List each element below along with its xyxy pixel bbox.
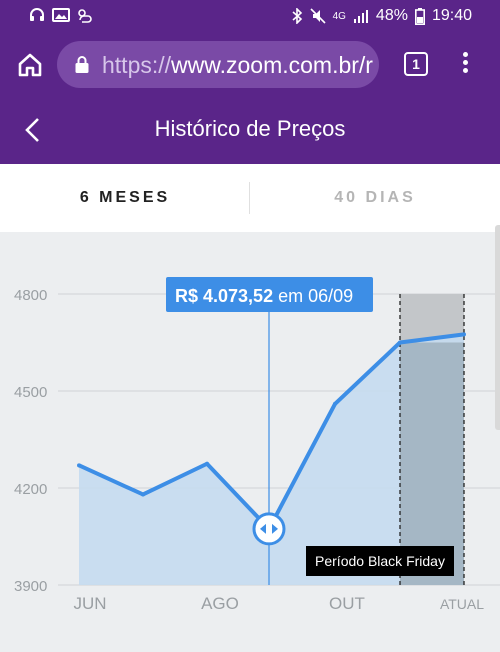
black-friday-area-overlay bbox=[400, 342, 464, 585]
tab-divider bbox=[249, 182, 250, 214]
back-arrow-icon[interactable] bbox=[18, 115, 48, 145]
left-right-arrows-icon bbox=[260, 523, 278, 534]
home-icon[interactable] bbox=[16, 51, 44, 79]
signal-icon bbox=[353, 10, 368, 23]
data-point bbox=[205, 461, 209, 466]
browser-toolbar: https://www.zoom.com.br/r 1 bbox=[0, 33, 500, 97]
price-area-fill bbox=[79, 334, 464, 585]
status-icons-left bbox=[28, 7, 94, 23]
headset-icon bbox=[30, 8, 44, 21]
cloud-icon bbox=[78, 9, 92, 23]
x-tick-label: OUT bbox=[329, 594, 365, 613]
price-chart-area: 3900 4200 4500 4800 R$ 4.073,52 em 06/09 Perí… bbox=[0, 232, 500, 647]
y-tick-label: 4800 bbox=[14, 287, 47, 304]
x-tick-label: ATUAL bbox=[440, 596, 484, 612]
tooltip-text: R$ 4.073,52 em 06/09 bbox=[175, 286, 353, 306]
data-point bbox=[398, 340, 402, 345]
lock-icon bbox=[75, 56, 89, 73]
period-tabs: 6 MESES 40 DIAS bbox=[0, 164, 500, 232]
battery-percent: 48% bbox=[375, 7, 408, 24]
url-text: https://www.zoom.com.br/r bbox=[102, 52, 373, 79]
network-type: 4G bbox=[332, 10, 346, 22]
y-tick-label: 4500 bbox=[14, 384, 47, 401]
url-host: www.zoom.com.br/r bbox=[171, 52, 373, 78]
x-tick-label: JUN bbox=[73, 594, 106, 613]
page-title: Histórico de Preços bbox=[154, 116, 346, 141]
cursor-drag-handle[interactable] bbox=[252, 512, 286, 546]
x-tick-label: AGO bbox=[201, 594, 239, 613]
tooltip-price: R$ 4.073,52 bbox=[175, 286, 273, 306]
black-friday-label: Período Black Friday bbox=[315, 553, 445, 569]
status-icons-right: 4G 48% 19:40 bbox=[291, 7, 472, 25]
tab-6-meses[interactable]: 6 MESES bbox=[79, 189, 171, 206]
tooltip-date: em 06/09 bbox=[273, 286, 353, 306]
url-field[interactable]: https://www.zoom.com.br/r bbox=[57, 41, 379, 88]
price-history-chart[interactable]: 3900 4200 4500 4800 R$ 4.073,52 em 06/09 Perí… bbox=[0, 232, 500, 647]
overflow-menu-icon[interactable] bbox=[455, 49, 475, 81]
battery-icon bbox=[414, 7, 425, 25]
clock: 19:40 bbox=[431, 7, 472, 24]
data-point bbox=[333, 401, 337, 406]
bluetooth-icon bbox=[292, 8, 302, 24]
data-point bbox=[77, 463, 81, 468]
black-friday-label-box bbox=[306, 546, 454, 576]
y-tick-label: 4200 bbox=[14, 481, 47, 498]
scroll-handle[interactable] bbox=[495, 225, 500, 430]
status-bar: 4G 48% 19:40 bbox=[0, 0, 500, 33]
data-point bbox=[462, 332, 466, 337]
tab-40-dias[interactable]: 40 DIAS bbox=[334, 189, 416, 206]
price-tooltip bbox=[166, 277, 373, 312]
app-header: Histórico de Preços bbox=[0, 97, 500, 164]
tab-switcher-button[interactable]: 1 bbox=[404, 52, 428, 76]
image-icon bbox=[52, 8, 70, 22]
data-point bbox=[141, 492, 145, 497]
mute-icon bbox=[310, 8, 326, 24]
y-tick-label: 3900 bbox=[14, 578, 47, 595]
url-protocol: https:// bbox=[102, 52, 172, 78]
